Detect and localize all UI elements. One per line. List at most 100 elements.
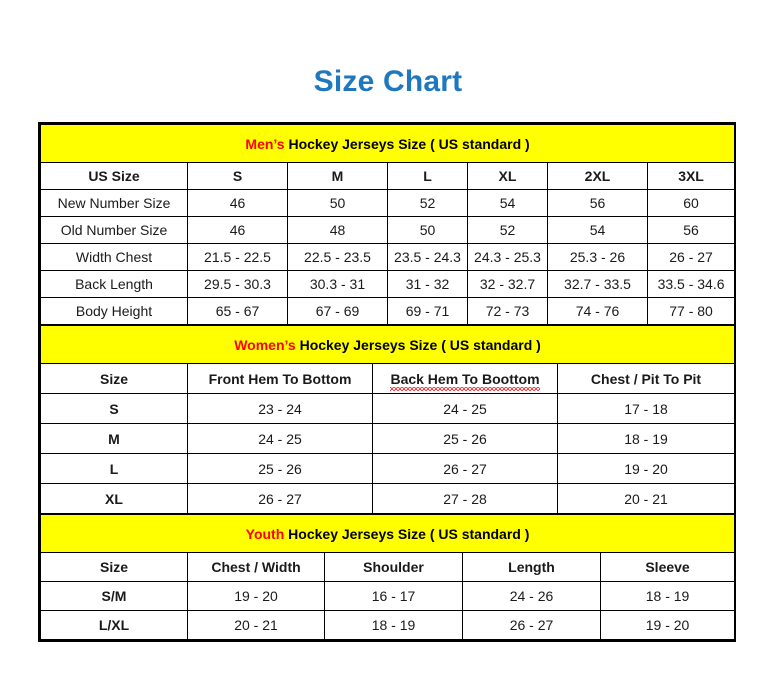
table-cell: 23 - 24 [187,393,373,424]
table-cell: 22.5 - 23.5 [287,243,388,271]
table-row: XL 26 - 27 27 - 28 20 - 21 [40,483,736,514]
mens-header-cell: L [387,162,468,190]
table-cell: 72 - 73 [467,297,548,325]
table-row: Width Chest 21.5 - 22.5 22.5 - 23.5 23.5… [40,243,736,271]
mens-header-cell: 3XL [646,162,736,190]
table-cell: 18 - 19 [599,581,736,611]
row-label: L/XL [40,610,188,640]
table-cell: 46 [187,216,288,244]
youth-header-row: Size Chest / Width Shoulder Length Sleev… [40,552,736,582]
youth-header-cell: Length [462,552,601,582]
table-cell: 26 - 27 [462,610,601,640]
youth-header-cell: Size [40,552,188,582]
row-label: L [40,453,188,484]
table-cell: 24 - 25 [372,393,558,424]
row-label: Old Number Size [40,216,188,244]
table-cell: 48 [287,216,388,244]
table-cell: 30.3 - 31 [287,270,388,298]
table-cell: 26 - 27 [646,243,736,271]
row-label: Width Chest [40,243,188,271]
mens-banner-accent: Men’s [245,135,285,152]
table-row: L/XL 20 - 21 18 - 19 26 - 27 19 - 20 [40,610,736,640]
youth-header-cell: Shoulder [324,552,463,582]
table-cell: 24.3 - 25.3 [467,243,548,271]
womens-banner-accent: Women’s [234,336,296,353]
table-cell: 74 - 76 [547,297,648,325]
row-label: M [40,423,188,454]
mens-size-table: Men’s Hockey Jerseys Size ( US standard … [39,124,736,325]
table-cell: 32 - 32.7 [467,270,548,298]
table-cell: 50 [287,189,388,217]
row-label: S/M [40,581,188,611]
womens-header-cell: Front Hem To Bottom [187,363,373,394]
table-row: Old Number Size 46 48 50 52 54 56 [40,216,736,244]
womens-header-row: Size Front Hem To Bottom Back Hem To Boo… [40,363,736,394]
table-cell: 16 - 17 [324,581,463,611]
mens-banner-rest: Hockey Jerseys Size ( US standard ) [284,135,530,152]
table-cell: 54 [467,189,548,217]
row-label: Back Length [40,270,188,298]
row-label: New Number Size [40,189,188,217]
table-cell: 52 [387,189,468,217]
mens-header-row: US Size S M L XL 2XL 3XL [40,162,736,190]
table-cell: 20 - 21 [556,483,736,514]
table-cell: 20 - 21 [187,610,325,640]
table-cell: 31 - 32 [387,270,468,298]
size-chart-container: Men’s Hockey Jerseys Size ( US standard … [38,122,736,642]
youth-banner: Youth Hockey Jerseys Size ( US standard … [39,514,736,553]
table-cell: 21.5 - 22.5 [187,243,288,271]
table-cell: 77 - 80 [646,297,736,325]
table-cell: 50 [387,216,468,244]
table-cell: 60 [646,189,736,217]
table-row: New Number Size 46 50 52 54 56 60 [40,189,736,217]
mens-header-cell: M [287,162,388,190]
mens-banner: Men’s Hockey Jerseys Size ( US standard … [39,124,736,163]
table-cell: 26 - 27 [187,483,373,514]
row-label: XL [40,483,188,514]
womens-banner: Women’s Hockey Jerseys Size ( US standar… [39,325,736,364]
table-row: S/M 19 - 20 16 - 17 24 - 26 18 - 19 [40,581,736,611]
table-cell: 24 - 26 [462,581,601,611]
row-label: Body Height [40,297,188,325]
table-cell: 56 [547,189,648,217]
table-cell: 19 - 20 [187,581,325,611]
table-cell: 18 - 19 [324,610,463,640]
table-row: L 25 - 26 26 - 27 19 - 20 [40,453,736,484]
table-cell: 52 [467,216,548,244]
table-cell: 17 - 18 [556,393,736,424]
table-cell: 56 [646,216,736,244]
table-cell: 29.5 - 30.3 [187,270,288,298]
womens-header-cell: Size [40,363,188,394]
womens-header-cell-misspelled: Back Hem To Boottom [372,363,558,394]
mens-header-cell: XL [467,162,548,190]
womens-header-cell: Chest / Pit To Pit [556,363,736,394]
table-cell: 25 - 26 [187,453,373,484]
womens-size-table: Women’s Hockey Jerseys Size ( US standar… [39,325,736,514]
table-cell: 69 - 71 [387,297,468,325]
table-cell: 46 [187,189,288,217]
table-row: S 23 - 24 24 - 25 17 - 18 [40,393,736,424]
womens-banner-row: Women’s Hockey Jerseys Size ( US standar… [39,325,736,364]
table-row: Back Length 29.5 - 30.3 30.3 - 31 31 - 3… [40,270,736,298]
table-cell: 25 - 26 [372,423,558,454]
table-cell: 19 - 20 [599,610,736,640]
table-cell: 67 - 69 [287,297,388,325]
table-cell: 27 - 28 [372,483,558,514]
youth-banner-row: Youth Hockey Jerseys Size ( US standard … [39,514,736,553]
table-cell: 25.3 - 26 [547,243,648,271]
table-row: M 24 - 25 25 - 26 18 - 19 [40,423,736,454]
table-cell: 65 - 67 [187,297,288,325]
youth-size-table: Youth Hockey Jerseys Size ( US standard … [39,514,736,640]
row-label: S [40,393,188,424]
youth-banner-rest: Hockey Jerseys Size ( US standard ) [284,525,530,542]
womens-banner-rest: Hockey Jerseys Size ( US standard ) [295,336,541,353]
mens-header-cell: S [187,162,288,190]
youth-header-cell: Chest / Width [187,552,325,582]
mens-banner-row: Men’s Hockey Jerseys Size ( US standard … [39,124,736,163]
youth-banner-accent: Youth [245,525,285,542]
page-title: Size Chart [313,65,463,98]
table-cell: 19 - 20 [556,453,736,484]
mens-header-cell: 2XL [547,162,648,190]
youth-header-cell: Sleeve [599,552,736,582]
table-row: Body Height 65 - 67 67 - 69 69 - 71 72 -… [40,297,736,325]
